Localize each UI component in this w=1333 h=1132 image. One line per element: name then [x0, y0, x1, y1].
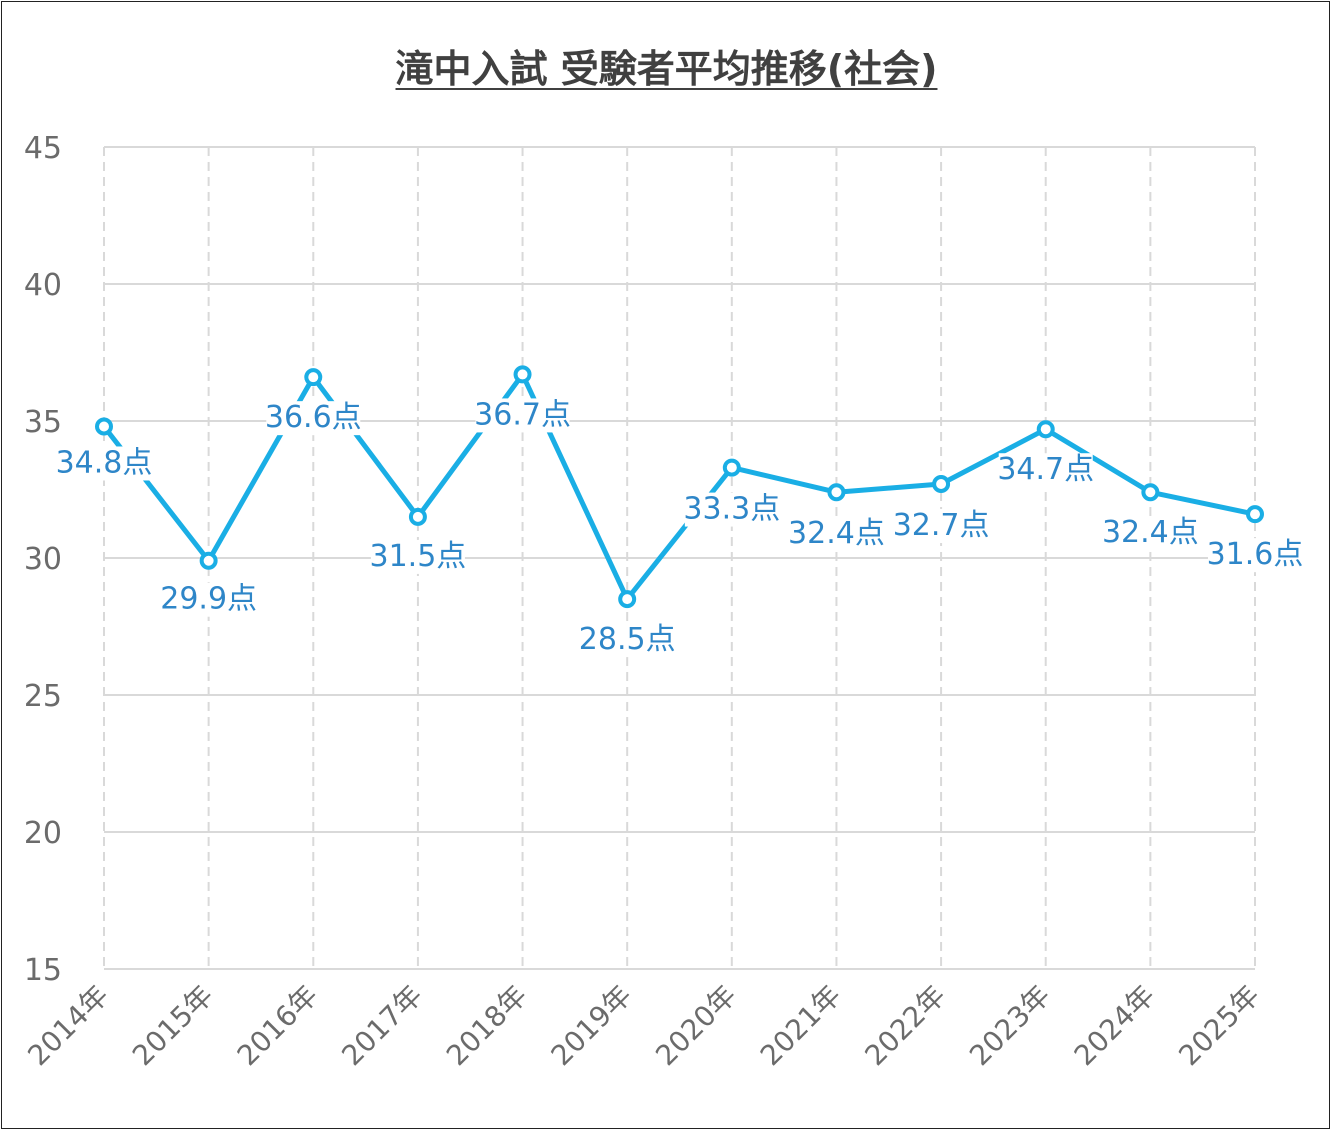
data-label: 32.4点 — [788, 516, 885, 551]
data-label: 33.3点 — [683, 492, 780, 527]
data-label-backing — [161, 582, 256, 617]
data-label-backing — [1208, 538, 1302, 573]
x-tick-label: 2018年 — [440, 979, 534, 1073]
data-label: 28.5点 — [579, 622, 676, 657]
data-label-backing — [266, 401, 361, 436]
data-point — [827, 483, 846, 502]
x-tick-label: 2022年 — [859, 979, 953, 1073]
x-tick-label: 2023年 — [963, 979, 1057, 1073]
x-tick-label: 2019年 — [545, 979, 639, 1073]
data-label-backing — [57, 446, 151, 481]
x-tick-label: 2024年 — [1068, 979, 1162, 1073]
data-point — [95, 417, 113, 436]
data-point — [1036, 420, 1055, 439]
data-label: 32.4点 — [1102, 515, 1199, 550]
x-tick-label: 2014年 — [21, 979, 115, 1073]
data-point — [722, 458, 741, 477]
data-label-backing — [998, 453, 1093, 488]
x-tick-label: 2025年 — [1172, 979, 1266, 1073]
data-label-backing — [1103, 516, 1198, 551]
y-tick-label: 40 — [24, 268, 62, 303]
data-point — [408, 507, 427, 526]
data-point — [513, 365, 532, 384]
data-label: 36.6点 — [265, 400, 362, 435]
x-tick-label: 2021年 — [754, 979, 848, 1073]
data-label-backing — [370, 539, 465, 574]
data-label: 29.9点 — [160, 582, 257, 617]
data-label: 32.7点 — [893, 508, 990, 543]
data-point — [1141, 483, 1160, 502]
y-tick-label: 30 — [24, 542, 62, 577]
data-label-backing — [580, 623, 675, 658]
data-point — [932, 475, 951, 494]
data-label-backing — [684, 492, 779, 527]
x-tick-label: 2020年 — [649, 979, 743, 1073]
data-point — [199, 551, 218, 570]
y-tick-label: 45 — [24, 131, 62, 166]
data-label-backing — [789, 517, 884, 552]
x-tick-label: 2016年 — [231, 979, 325, 1073]
data-point — [304, 368, 323, 387]
y-tick-label: 35 — [24, 405, 62, 440]
x-tick-label: 2017年 — [335, 979, 429, 1073]
data-label: 31.6点 — [1207, 537, 1304, 572]
x-tick-label: 2015年 — [126, 979, 220, 1073]
data-point — [1246, 505, 1264, 524]
y-tick-label: 20 — [24, 816, 62, 851]
chart-title-text: 滝中入試 受験者平均推移(社会) — [395, 47, 938, 91]
data-label: 31.5点 — [370, 539, 467, 574]
data-label: 36.7点 — [474, 397, 571, 432]
chart-title: 滝中入試 受験者平均推移(社会) — [0, 38, 1333, 93]
data-label-backing — [475, 398, 570, 433]
data-label-backing — [894, 509, 989, 544]
y-tick-label: 25 — [24, 679, 62, 714]
data-label: 34.7点 — [997, 452, 1094, 487]
data-label: 34.8点 — [56, 445, 153, 480]
data-point — [618, 590, 637, 609]
y-tick-label: 15 — [24, 953, 62, 988]
